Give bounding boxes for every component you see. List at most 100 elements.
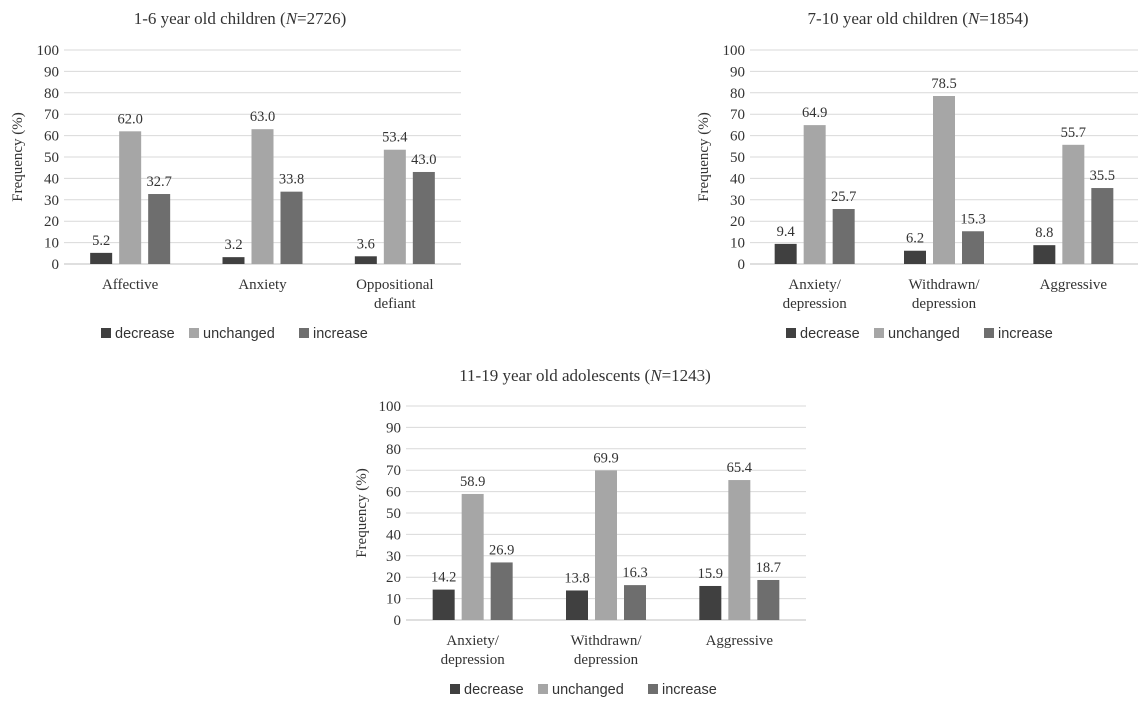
bar-unchanged — [728, 480, 751, 620]
bar-unchanged — [251, 129, 274, 264]
category-label: Oppositional defiant — [356, 277, 434, 312]
chart-title-suffix: =1243) — [662, 366, 711, 385]
y-axis-label: Frequency (%) — [10, 112, 26, 202]
y-tick-label: 70 — [730, 107, 745, 123]
bar-increase — [962, 231, 984, 264]
legend-label-unchanged: unchanged — [203, 326, 275, 342]
data-label: 9.4 — [777, 224, 796, 240]
bar-increase — [148, 194, 171, 264]
category-label: Anxiety — [238, 277, 287, 293]
bar-decrease — [904, 250, 926, 264]
bar-increase — [757, 579, 780, 620]
bar-increase — [832, 209, 855, 264]
category-label: Anxiety/depression — [441, 633, 506, 668]
y-tick-label: 30 — [730, 193, 745, 209]
category-label-line: Anxiety/ — [446, 633, 499, 649]
data-label: 15.9 — [698, 566, 723, 582]
data-label: 3.2 — [224, 237, 242, 253]
legend-swatch-increase — [984, 328, 994, 338]
data-label: 53.4 — [382, 130, 408, 146]
bar-decrease — [222, 257, 245, 264]
chart-title: 7-10 year old children (N=1854) — [807, 9, 1028, 28]
y-tick-label: 20 — [386, 570, 401, 586]
chart-title-n: N — [285, 9, 299, 28]
data-label: 5.2 — [92, 233, 110, 249]
category-label-line: depression — [574, 652, 639, 668]
category-label-line: depression — [783, 296, 848, 312]
bar-decrease — [90, 252, 113, 264]
y-tick-label: 0 — [394, 613, 402, 629]
y-axis-label: Frequency (%) — [354, 468, 370, 558]
y-tick-label: 30 — [44, 193, 59, 209]
bar-decrease — [566, 590, 588, 620]
legend-swatch-unchanged — [538, 684, 548, 694]
y-tick-label: 80 — [386, 442, 401, 458]
bar-decrease — [699, 585, 722, 620]
data-label: 64.9 — [802, 105, 827, 121]
legend-label-decrease: decrease — [464, 682, 524, 698]
chart-panel-3: 11-19 year old adolescents (N=1243) 0 10 20… — [354, 366, 806, 698]
y-tick-label: 100 — [723, 43, 746, 59]
category-label-line: defiant — [374, 296, 416, 312]
category-label-line: Aggressive — [706, 633, 774, 649]
category-label-line: Withdrawn/ — [570, 633, 642, 649]
bar-unchanged — [119, 131, 142, 264]
legend-label-decrease: decrease — [115, 326, 175, 342]
legend-label-increase: increase — [998, 326, 1053, 342]
data-label: 15.3 — [960, 211, 985, 227]
chart-title-n: N — [649, 366, 663, 385]
bar-increase — [412, 171, 435, 264]
legend-swatch-unchanged — [874, 328, 884, 338]
y-tick-label: 90 — [386, 420, 401, 436]
y-tick-label: 40 — [386, 527, 401, 543]
bar-increase — [624, 585, 646, 620]
category-label-line: Aggressive — [1040, 277, 1108, 293]
bar-decrease — [1033, 245, 1056, 264]
data-label: 14.2 — [431, 570, 456, 586]
y-tick-label: 10 — [730, 236, 745, 252]
y-tick-label: 70 — [386, 463, 401, 479]
category-label-line: Anxiety/ — [788, 277, 841, 293]
legend-swatch-increase — [648, 684, 658, 694]
data-label: 6.2 — [906, 231, 924, 247]
category-label-line: Anxiety — [238, 277, 287, 293]
y-tick-label: 60 — [44, 129, 59, 145]
data-label: 3.6 — [357, 236, 375, 252]
chart-panel-1: 1-6 year old children (N=2726) 0 10 20 30 40 5… — [10, 9, 461, 342]
category-label-line: Withdrawn/ — [908, 277, 980, 293]
legend-label-unchanged: unchanged — [552, 682, 624, 698]
bar-unchanged — [595, 470, 617, 620]
chart-title-suffix: =1854) — [979, 9, 1028, 28]
y-tick-label: 10 — [44, 236, 59, 252]
data-label: 33.8 — [279, 172, 304, 188]
category-label-line: Oppositional — [356, 277, 434, 293]
y-tick-label: 60 — [386, 485, 401, 501]
legend-swatch-unchanged — [189, 328, 199, 338]
data-label: 63.0 — [250, 109, 275, 125]
chart-panel-2: 7-10 year old children (N=1854) 0 10 20 30 40… — [696, 9, 1138, 342]
y-tick-label: 90 — [44, 64, 59, 80]
data-label: 69.9 — [593, 450, 618, 466]
data-label: 78.5 — [931, 76, 956, 92]
bar-decrease — [432, 589, 455, 620]
data-label: 16.3 — [622, 565, 647, 581]
bar-decrease — [774, 243, 797, 264]
bar-increase — [490, 562, 513, 620]
y-tick-label: 40 — [730, 171, 745, 187]
legend-swatch-decrease — [786, 328, 796, 338]
y-tick-label: 0 — [738, 257, 746, 273]
bar-increase — [280, 191, 303, 264]
data-label: 43.0 — [411, 152, 436, 168]
y-tick-label: 80 — [730, 86, 745, 102]
chart-title-prefix: 11-19 year old adolescents ( — [459, 366, 650, 385]
y-tick-label: 100 — [379, 399, 402, 415]
y-tick-label: 20 — [44, 214, 59, 230]
category-label: Withdrawn/depression — [570, 633, 642, 668]
chart-title-n: N — [967, 9, 981, 28]
legend-swatch-decrease — [101, 328, 111, 338]
y-tick-label: 30 — [386, 549, 401, 565]
chart-title: 11-19 year old adolescents (N=1243) — [459, 366, 711, 385]
category-label: Anxiety/depression — [783, 277, 848, 312]
y-tick-label: 60 — [730, 129, 745, 145]
